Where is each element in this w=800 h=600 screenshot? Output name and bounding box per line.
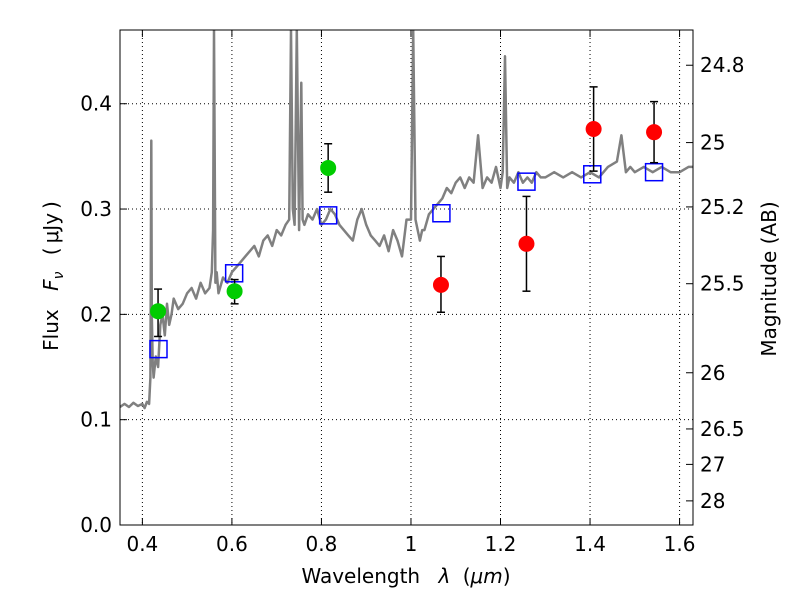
y-tick-label: 0.1 (80, 408, 112, 432)
y-tick-label: 0.3 (80, 197, 112, 221)
y-axis-unit: μJy (39, 213, 63, 244)
y2-axis-label: Magnitude (AB) (757, 201, 781, 356)
y-tick-label: 0.2 (80, 302, 112, 326)
model-photometry-square (517, 172, 536, 191)
x-tick-label: 1.6 (664, 532, 696, 556)
observed-flux-point (432, 276, 449, 293)
model-photometry-square (318, 206, 338, 225)
y-axis-label-text: Flux (39, 309, 63, 351)
x-axis-symbol: λ (437, 564, 450, 588)
model-photometry-square (432, 204, 451, 223)
y2-tick-label: 28 (700, 489, 725, 513)
y2-tick-label: 24.8 (700, 53, 745, 77)
y-axis-unit-close: ) (39, 201, 63, 209)
x-axis-unit: μm (470, 564, 503, 588)
observed-flux-point (518, 235, 535, 252)
observed-flux-point (226, 283, 243, 300)
y2-tick-label: 25 (700, 131, 725, 155)
plot-frame (119, 29, 694, 526)
y2-tick-label: 26 (700, 361, 725, 385)
data-points-layer (149, 86, 664, 359)
y2-tick-label: 25.2 (700, 195, 745, 219)
x-axis-unit-close: ) (503, 564, 511, 588)
x-axis-label-text: Wavelength (301, 564, 420, 588)
y-tick-label: 0.4 (80, 92, 112, 116)
x-tick-label: 1.4 (574, 532, 606, 556)
y-tick-label: 0.0 (80, 513, 112, 537)
x-tick-label: 1 (405, 532, 418, 556)
x-axis-unit-open: ( (463, 564, 471, 588)
model-photometry-square (583, 165, 602, 184)
model-spectrum-line (120, 30, 693, 410)
y-axis-label: Flux Fν ( μJy) (39, 201, 68, 351)
observed-flux-point (320, 159, 337, 176)
model-photometry-square (644, 162, 664, 182)
grid-layer (120, 30, 693, 526)
y2-tick-label: 26.5 (700, 417, 745, 441)
observed-flux-point (646, 124, 663, 141)
x-tick-label: 0.4 (126, 532, 158, 556)
x-tick-label: 1.2 (485, 532, 517, 556)
x-tick-label: 0.8 (306, 532, 338, 556)
x-tick-label: 0.6 (216, 532, 248, 556)
y-axis-unit-open: ( (39, 247, 63, 255)
y2-tick-label: 25.5 (700, 272, 745, 296)
model-spectrum-layer (120, 30, 693, 410)
observed-flux-point (150, 303, 167, 320)
observed-flux-point (585, 121, 602, 137)
y-axis-subscript: ν (51, 271, 67, 279)
y2-tick-label: 27 (700, 452, 725, 476)
model-photometry-square (149, 339, 168, 359)
ticks-layer: 0.4 0.6 0.8 1 1.2 1.4 1.6 0.0 0.1 0.2 0.3 0.4 24.8 25… (80, 30, 745, 556)
y-axis-symbol: F (39, 279, 63, 291)
x-axis-label: Wavelength λ (μm) (301, 564, 510, 588)
